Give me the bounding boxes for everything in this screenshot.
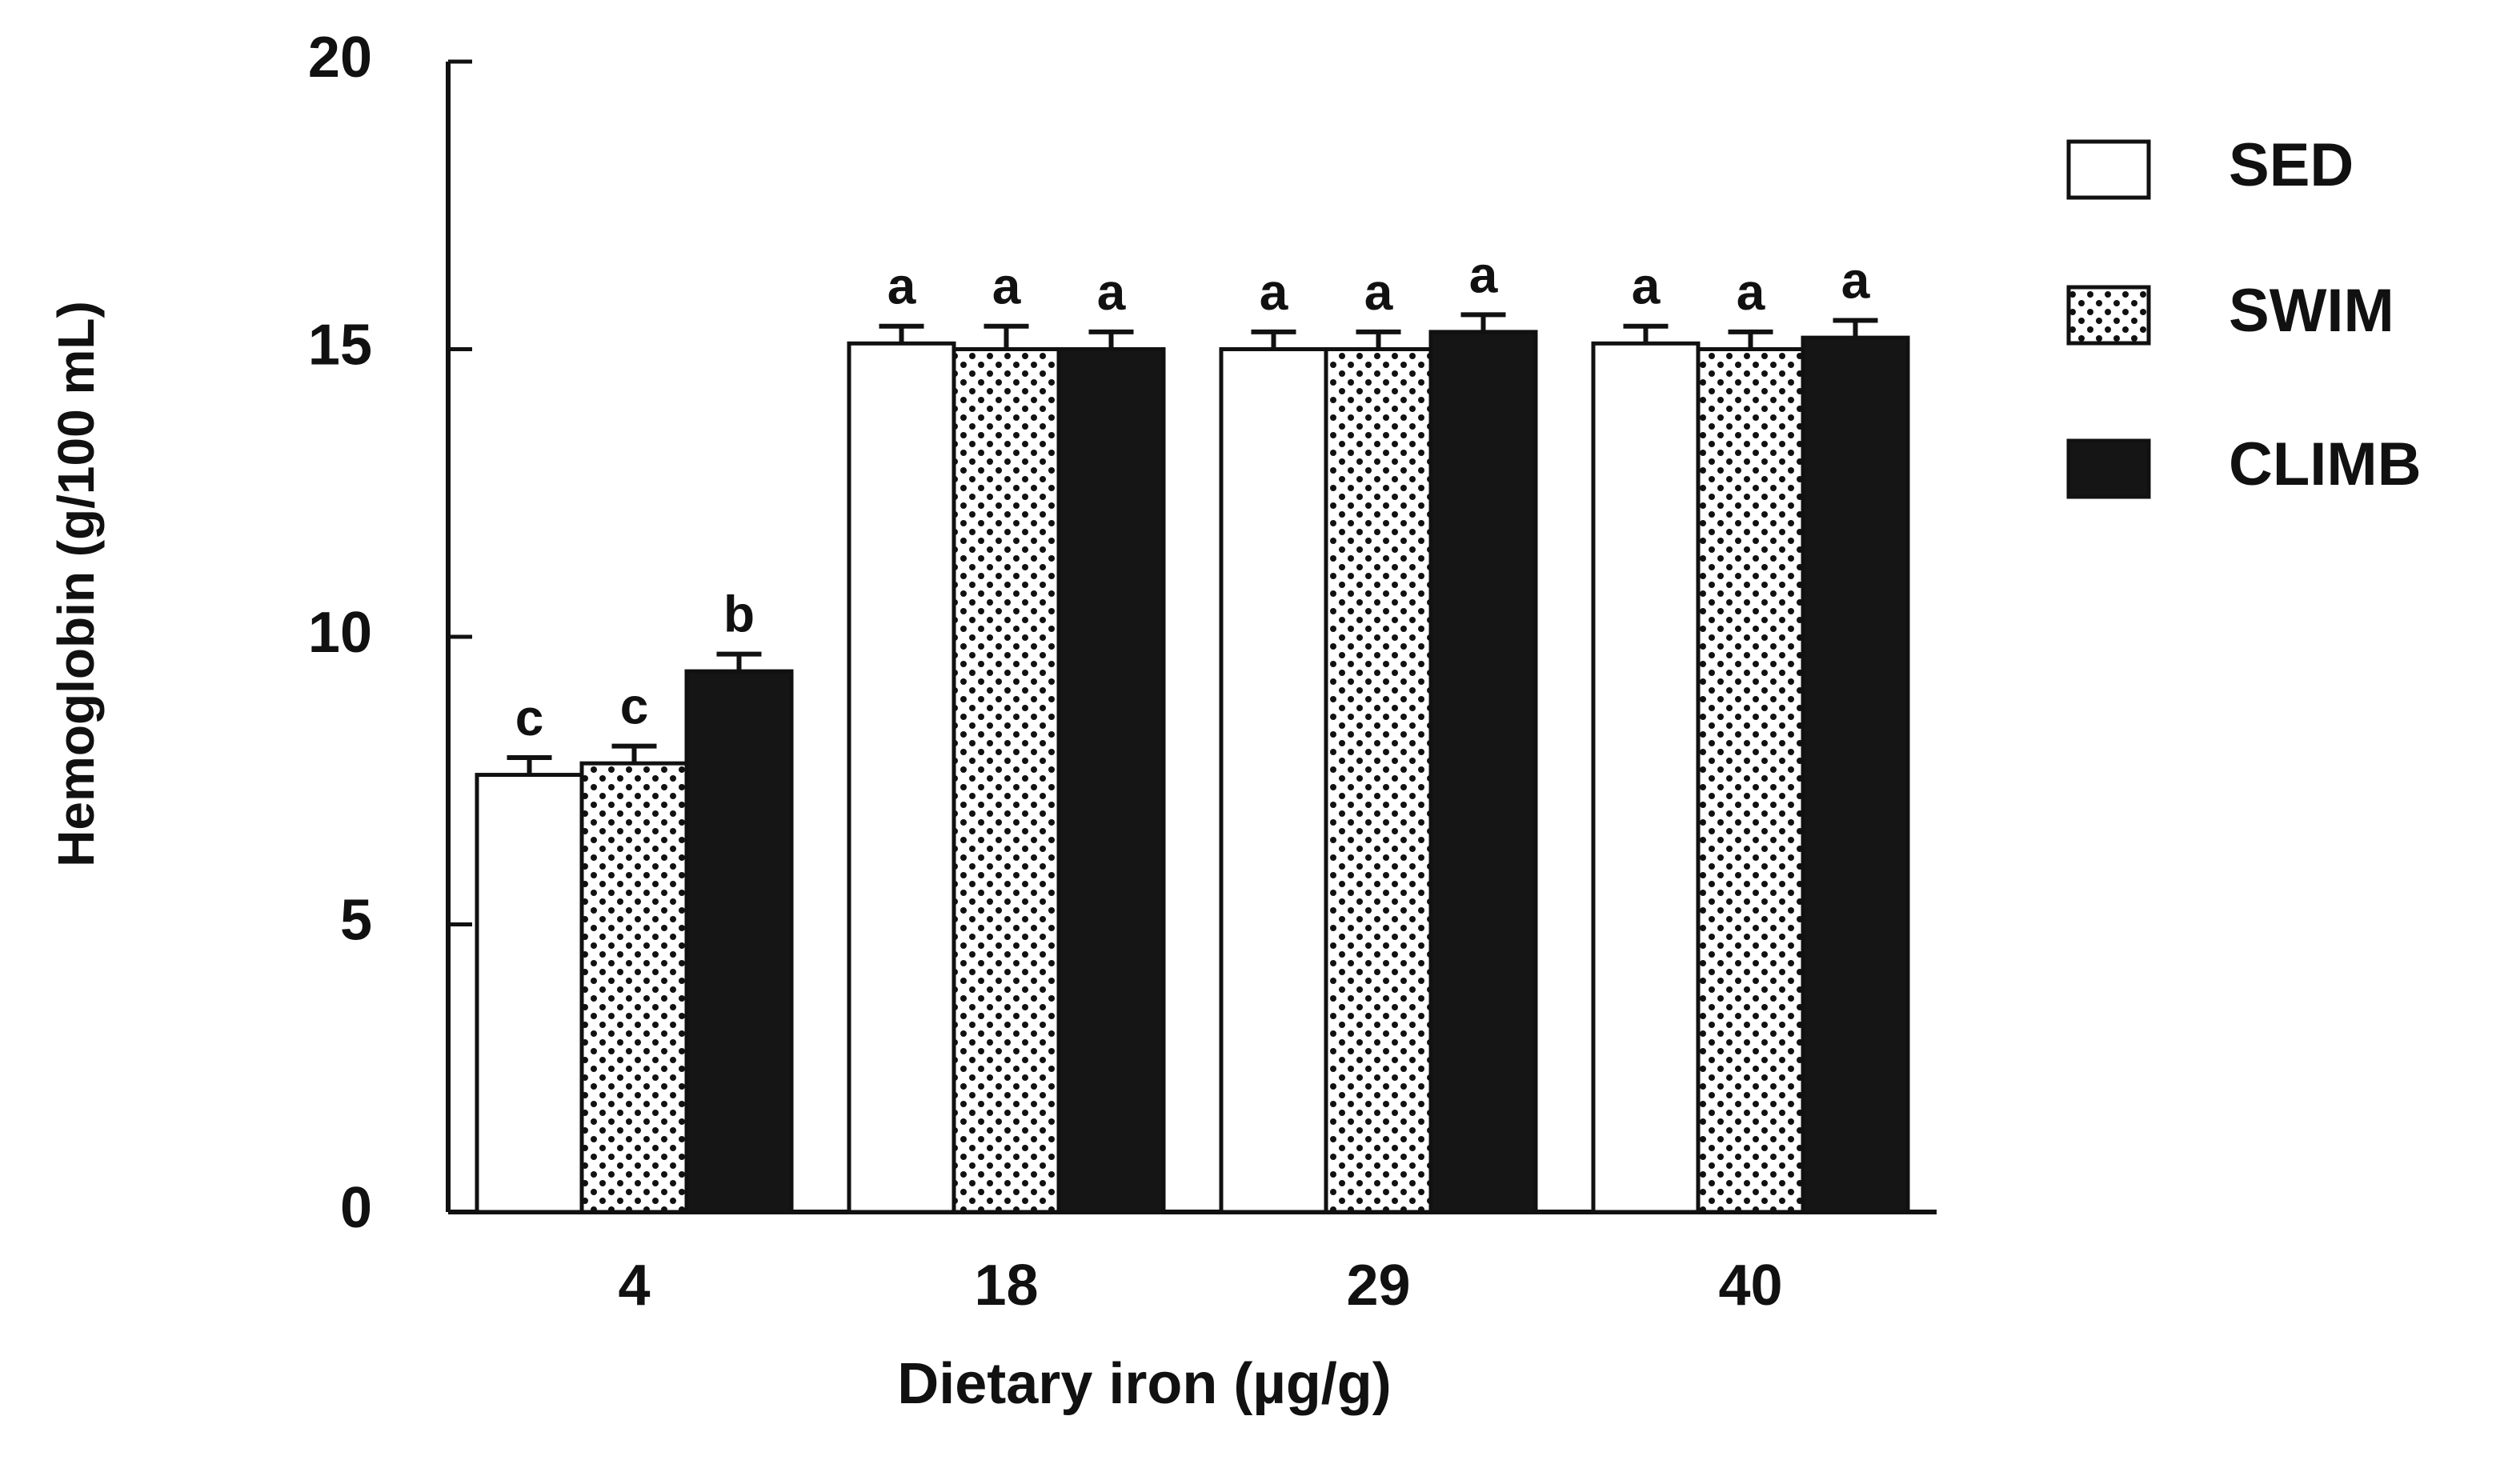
bar xyxy=(1324,347,1433,1214)
x-tick-label: 4 xyxy=(618,1254,650,1318)
significance-letter: a xyxy=(1841,251,1870,309)
error-bar xyxy=(611,743,657,764)
significance-letter: a xyxy=(1260,263,1288,321)
y-tick-label: 5 xyxy=(340,889,372,953)
error-bar xyxy=(984,323,1029,350)
legend-swatch xyxy=(2066,438,2151,499)
legend-label: CLIMB xyxy=(2229,430,2422,498)
bar xyxy=(475,773,584,1214)
error-bar xyxy=(879,323,924,344)
error-bar xyxy=(1833,318,1878,338)
x-tick-label: 18 xyxy=(974,1254,1038,1318)
error-bar xyxy=(1460,312,1506,332)
significance-letter: a xyxy=(992,258,1021,315)
error-bar xyxy=(716,651,762,672)
bar xyxy=(952,347,1061,1214)
significance-letter: a xyxy=(1737,263,1765,321)
error-bar xyxy=(507,754,552,775)
bar xyxy=(579,761,689,1214)
significance-letter: a xyxy=(1632,258,1661,315)
bar xyxy=(1801,335,1910,1214)
error-bar xyxy=(1356,329,1401,350)
legend-swatch xyxy=(2066,285,2151,346)
error-bar xyxy=(1623,323,1669,344)
significance-letter: a xyxy=(1469,246,1498,303)
significance-letter: a xyxy=(1364,263,1393,321)
error-bar xyxy=(1088,329,1134,350)
significance-letter: c xyxy=(620,678,649,735)
x-tick-label: 29 xyxy=(1346,1254,1410,1318)
bar xyxy=(684,669,794,1214)
legend-label: SWIM xyxy=(2229,277,2394,345)
x-tick-label: 40 xyxy=(1718,1254,1782,1318)
error-bar xyxy=(1251,329,1296,350)
y-tick-label: 15 xyxy=(308,314,372,378)
legend-swatch xyxy=(2066,139,2151,200)
bar xyxy=(1219,347,1328,1214)
error-bar xyxy=(1728,329,1773,350)
bar xyxy=(847,341,956,1214)
x-axis-label: Dietary iron (µg/g) xyxy=(897,1352,1392,1416)
y-axis-label: Hemoglobin (g/100 mL) xyxy=(47,301,105,867)
significance-letter: c xyxy=(515,689,544,746)
significance-letter: a xyxy=(887,258,916,315)
significance-letter: a xyxy=(1097,263,1126,321)
bar xyxy=(1696,347,1805,1214)
y-tick-label: 0 xyxy=(340,1176,372,1240)
y-tick-label: 20 xyxy=(308,26,372,90)
bar xyxy=(1056,347,1166,1214)
bar xyxy=(1428,330,1538,1214)
significance-letter: b xyxy=(723,585,755,642)
legend-label: SED xyxy=(2229,131,2354,199)
bar xyxy=(1591,341,1701,1214)
y-tick-label: 10 xyxy=(308,601,372,665)
